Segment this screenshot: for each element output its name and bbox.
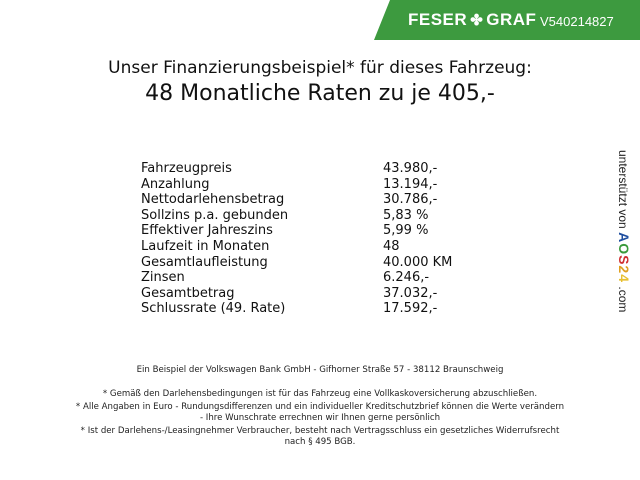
row-value: 48 (383, 239, 400, 254)
table-row: Nettodarlehensbetrag 30.786,- (141, 192, 437, 208)
dealer-banner (374, 0, 640, 40)
table-row: Gesamtlaufleistung 40.000 KM (141, 254, 452, 271)
row-value: 6.246,- (383, 270, 430, 286)
brand-left: FESER (408, 10, 468, 29)
row-label: Gesamtlaufleistung (141, 254, 268, 270)
footnote-1: * Gemäß den Darlehensbedingungen ist für… (102, 389, 538, 399)
row-value: 5,99 % (383, 223, 429, 239)
row-value: 30.786,- (383, 192, 438, 208)
table-row: Fahrzeugpreis 43.980,- (141, 161, 437, 177)
table-row: Laufzeit in Monaten 48 (141, 239, 400, 255)
row-value: 40.000 KM (383, 254, 453, 270)
row-label: Anzahlung (141, 176, 210, 192)
row-value: 5,83 % (383, 207, 429, 223)
supported-by-text: unterstützt von (616, 150, 630, 229)
clover-icon: ✤ (470, 12, 484, 29)
monthly-rate-headline: 48 Monatliche Raten zu je 405,- (145, 81, 495, 106)
finance-title: Unser Finanzierungsbeispiel* für dieses … (108, 58, 532, 78)
table-row: Zinsen 6.246,- (141, 270, 429, 286)
row-value: 37.032,- (383, 285, 438, 301)
row-value: 17.592,- (383, 301, 438, 317)
footnote-2a: * Alle Angaben in Euro - Rundungsdiffere… (75, 402, 565, 412)
table-row: Schlussrate (49. Rate) 17.592,- (141, 301, 437, 317)
table-row: Sollzins p.a. gebunden 5,83 % (141, 207, 428, 224)
vehicle-id: V540214827 (540, 14, 614, 29)
row-label: Laufzeit in Monaten (141, 239, 270, 254)
footnote-2b: - Ihre Wunschrate errechnen wir Ihnen ge… (199, 413, 441, 423)
row-label: Nettodarlehensbetrag (141, 192, 285, 208)
brand-right: GRAF (486, 10, 537, 29)
row-value: 13.194,- (383, 176, 438, 192)
row-label: Schlussrate (49. Rate) (141, 301, 286, 317)
table-row: Anzahlung 13.194,- (141, 176, 437, 193)
row-label: Fahrzeugpreis (141, 161, 232, 176)
row-label: Sollzins p.a. gebunden (141, 207, 289, 223)
bank-info: Ein Beispiel der Volkswagen Bank GmbH - … (136, 365, 504, 375)
supported-by-suffix: .com (616, 286, 630, 313)
row-label: Effektiver Jahreszins (141, 223, 273, 239)
table-row: Gesamtbetrag 37.032,- (141, 285, 437, 302)
supported-by: unterstützt von AOS24 .com (616, 150, 632, 312)
row-value: 43.980,- (383, 161, 438, 176)
footnote-3a: * Ist der Darlehens-/Leasingnehmer Verbr… (80, 426, 560, 436)
dealer-logo: FESER ✤ GRAF (408, 10, 536, 30)
aos24-logo: AOS24 (616, 232, 632, 284)
table-row: Effektiver Jahreszins 5,99 % (141, 223, 428, 239)
footnote-3b: nach § 495 BGB. (284, 437, 356, 447)
row-label: Gesamtbetrag (141, 285, 235, 301)
row-label: Zinsen (141, 270, 185, 286)
